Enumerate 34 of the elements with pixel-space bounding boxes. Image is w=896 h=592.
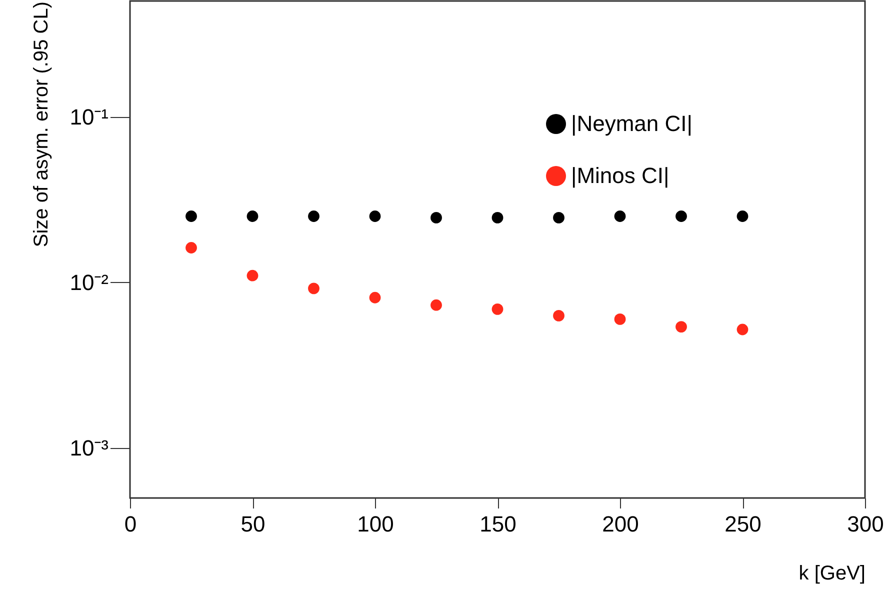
legend-label: |Minos CI| [571, 163, 670, 188]
point [736, 324, 748, 336]
point [246, 270, 258, 282]
x-tick-label: 100 [357, 512, 394, 536]
point [614, 314, 626, 325]
point [308, 210, 320, 222]
point [676, 321, 687, 332]
point [492, 212, 504, 224]
point [369, 210, 381, 222]
x-tick-label: 150 [480, 512, 516, 536]
point [736, 210, 748, 222]
x-tick-label: 200 [602, 512, 639, 536]
point [492, 303, 504, 315]
point [308, 282, 320, 294]
point [246, 210, 258, 222]
x-tick-label: 250 [724, 512, 762, 536]
y-tick-label: 10⁻² [70, 270, 108, 295]
x-axis-title: k [GeV] [798, 562, 866, 584]
point [676, 210, 687, 222]
point [614, 210, 626, 222]
x-tick-label: 300 [847, 512, 884, 536]
y-axis-title: Size of asym. error (.95 CL) [30, 2, 53, 248]
x-tick-label: 0 [124, 512, 137, 536]
point [186, 210, 197, 222]
x-tick-label: 50 [240, 512, 266, 536]
point [369, 292, 381, 304]
point [553, 212, 564, 224]
point [553, 310, 564, 322]
y-tick-label: 10⁻¹ [70, 104, 108, 130]
point [430, 299, 442, 311]
point [430, 212, 442, 224]
y-tick-label: 10⁻³ [70, 436, 108, 461]
point [186, 242, 197, 254]
legend-label: |Neyman CI| [571, 111, 692, 136]
